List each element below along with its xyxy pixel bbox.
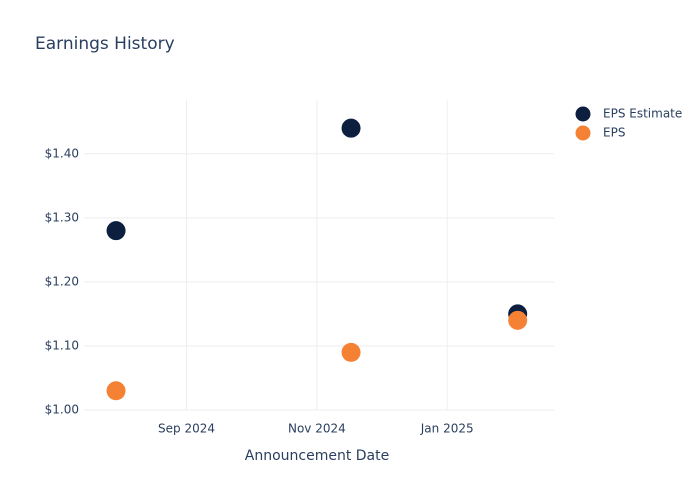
y-tick-label: $1.20 [45, 274, 79, 288]
data-point [341, 118, 361, 138]
data-point [106, 221, 126, 241]
legend-marker [575, 106, 591, 122]
legend-label: EPS Estimate [603, 107, 682, 121]
chart-title: Earnings History [35, 34, 175, 54]
data-point [508, 310, 528, 330]
y-tick-label: $1.40 [45, 146, 79, 160]
legend-label: EPS [603, 126, 625, 140]
x-tick-label: Nov 2024 [288, 422, 346, 436]
y-tick-label: $1.10 [45, 338, 79, 352]
x-axis-title: Announcement Date [245, 448, 389, 464]
y-tick-label: $1.30 [45, 210, 79, 224]
x-tick-label: Jan 2025 [420, 422, 474, 436]
x-tick-label: Sep 2024 [158, 422, 215, 436]
y-tick-label: $1.00 [45, 403, 79, 417]
data-point [341, 342, 361, 362]
legend-marker [575, 125, 591, 141]
data-point [106, 381, 126, 401]
